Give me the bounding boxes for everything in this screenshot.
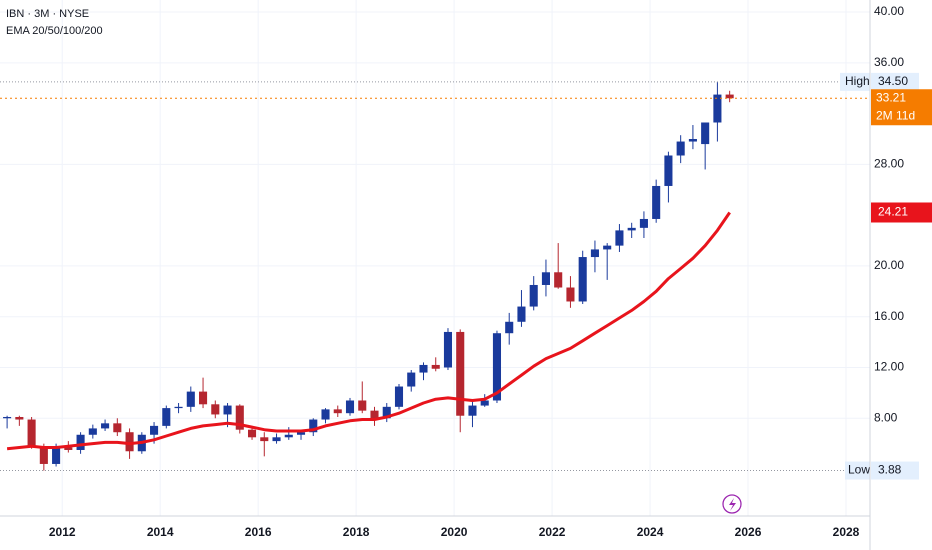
candle-body bbox=[431, 364, 440, 369]
candle-body bbox=[309, 419, 318, 433]
y-tick-label: 16.00 bbox=[874, 309, 904, 323]
candle-body bbox=[211, 404, 220, 415]
x-tick-label: 2016 bbox=[245, 525, 272, 539]
candle-body bbox=[639, 218, 648, 228]
x-tick-label: 2022 bbox=[539, 525, 566, 539]
candle-body bbox=[688, 138, 697, 142]
y-tick-label: 20.00 bbox=[874, 258, 904, 272]
candle-body bbox=[345, 400, 355, 414]
marks bbox=[0, 81, 870, 472]
candle-body bbox=[394, 386, 404, 407]
candle-body bbox=[174, 406, 183, 409]
x-tick-label: 2018 bbox=[343, 525, 370, 539]
candle-body bbox=[199, 391, 208, 405]
candle-body bbox=[554, 272, 563, 288]
ema-value-label: 24.21 bbox=[878, 205, 908, 219]
candle-body bbox=[480, 400, 489, 406]
y-tick-label: 8.00 bbox=[874, 410, 898, 424]
countdown-label: 2M 11d bbox=[876, 108, 915, 122]
candle-body bbox=[296, 432, 306, 435]
high-value-bg bbox=[871, 72, 919, 91]
candle-body bbox=[492, 333, 502, 401]
candle-body bbox=[76, 434, 85, 450]
candle-body bbox=[456, 331, 465, 416]
candle-body bbox=[468, 405, 477, 416]
candle-body bbox=[223, 405, 232, 415]
candle-body bbox=[615, 230, 624, 246]
ema-line bbox=[6, 211, 731, 451]
candle-body bbox=[27, 419, 36, 447]
candle-body bbox=[370, 410, 379, 419]
x-tick-label: 2026 bbox=[735, 525, 762, 539]
high-label-bg bbox=[840, 72, 870, 91]
candle-body bbox=[333, 409, 342, 414]
candle-body bbox=[627, 227, 636, 231]
y-tick-label: 12.00 bbox=[874, 360, 904, 374]
x-tick-label: 2020 bbox=[441, 525, 468, 539]
candle-body bbox=[505, 321, 514, 334]
candle-body bbox=[3, 416, 12, 419]
candle-body bbox=[235, 405, 244, 430]
candle-body bbox=[247, 429, 257, 438]
event-icon-bolt bbox=[729, 498, 736, 511]
candle-body bbox=[321, 409, 330, 420]
candle-body bbox=[272, 437, 281, 442]
y-tick-label: 28.00 bbox=[874, 157, 904, 171]
candle-body bbox=[676, 141, 685, 156]
candle-body bbox=[284, 434, 293, 438]
candle-body bbox=[664, 155, 673, 186]
high-label: High bbox=[845, 74, 870, 88]
candle-body bbox=[541, 272, 550, 285]
low-label-bg bbox=[845, 461, 870, 480]
y-tick-label: 40.00 bbox=[874, 4, 904, 18]
candle-body bbox=[590, 249, 599, 258]
last-price-bg bbox=[871, 89, 932, 126]
candle-body bbox=[64, 447, 73, 450]
candle-body bbox=[88, 428, 97, 435]
candle-body bbox=[713, 94, 722, 123]
candle-body bbox=[701, 122, 710, 145]
event-icon[interactable] bbox=[722, 494, 742, 514]
candle-body bbox=[358, 400, 367, 411]
candle-body bbox=[260, 437, 269, 442]
candle-body bbox=[517, 306, 526, 322]
candle-body bbox=[529, 284, 538, 307]
y-tick-label: 36.00 bbox=[874, 55, 904, 69]
candle-body bbox=[419, 364, 428, 373]
low-value: 3.88 bbox=[878, 463, 902, 477]
chart-subtitle: EMA 20/50/100/200 bbox=[6, 25, 103, 37]
low-label: Low bbox=[848, 463, 870, 477]
candle-body bbox=[725, 94, 734, 99]
grid bbox=[0, 0, 870, 516]
candle-body bbox=[39, 446, 48, 464]
x-tick-label: 2012 bbox=[49, 525, 76, 539]
candle-body bbox=[162, 408, 171, 426]
low-value-bg bbox=[871, 461, 919, 480]
x-tick-label: 2024 bbox=[637, 525, 664, 539]
chart-title: IBN · 3M · NYSE bbox=[6, 8, 89, 20]
candle-body bbox=[443, 331, 453, 368]
candle-body bbox=[566, 287, 575, 302]
x-tick-label: 2028 bbox=[833, 525, 860, 539]
candle-body bbox=[652, 185, 661, 219]
candle-body bbox=[15, 416, 24, 420]
candle-body bbox=[407, 372, 416, 387]
ema-value-bg bbox=[871, 202, 932, 223]
labels: 8.00 12.00 16.00 20.00 28.00 36.00 40.00 2012 20… bbox=[49, 4, 932, 539]
candle-body bbox=[150, 425, 159, 435]
x-tick-label: 2014 bbox=[147, 525, 174, 539]
candle-body bbox=[578, 257, 587, 302]
candle-body bbox=[382, 406, 391, 419]
candle-body bbox=[125, 432, 134, 452]
candle-body bbox=[186, 391, 195, 407]
candle-body bbox=[603, 245, 612, 250]
last-price-label: 33.21 bbox=[876, 90, 906, 104]
candle-body bbox=[113, 423, 122, 433]
candle-body bbox=[101, 423, 110, 429]
high-value: 34.50 bbox=[878, 74, 908, 88]
candle-body bbox=[52, 447, 61, 464]
